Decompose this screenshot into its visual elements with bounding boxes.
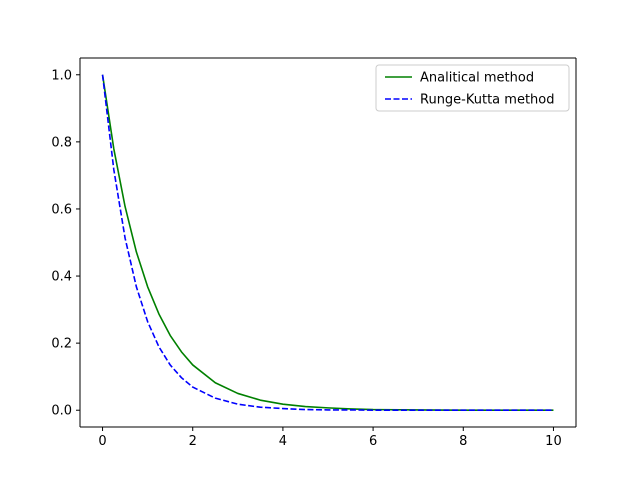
y-tick-label-3: 0.6 — [51, 202, 72, 217]
y-tick-label-0: 0.0 — [51, 404, 72, 419]
axes-layer: 0 2 4 6 8 10 0.0 0.2 0.4 0.6 0.8 1.0 — [51, 57, 577, 449]
plot-area — [80, 58, 576, 427]
series-line-1 — [101, 74, 554, 412]
legend: Analitical method Runge-Kutta method — [375, 64, 570, 112]
y-tick-label-5: 1.0 — [51, 68, 72, 83]
x-tick-label-0: 0 — [98, 434, 106, 449]
y-tick-label-1: 0.2 — [51, 337, 72, 352]
legend-label-0: Analitical method — [420, 71, 534, 86]
y-tick-label-2: 0.4 — [51, 270, 72, 285]
series-layer — [101, 74, 554, 412]
x-tick-label-4: 8 — [459, 434, 467, 449]
x-tick-label-2: 4 — [279, 434, 287, 449]
legend-box — [375, 64, 570, 112]
x-tick-label-5: 10 — [545, 434, 562, 449]
x-tick-label-3: 6 — [369, 434, 377, 449]
legend-label-1: Runge-Kutta method — [420, 93, 554, 108]
plot-background — [80, 58, 576, 427]
x-tick-label-1: 2 — [189, 434, 197, 449]
y-tick-label-4: 0.8 — [51, 135, 72, 150]
